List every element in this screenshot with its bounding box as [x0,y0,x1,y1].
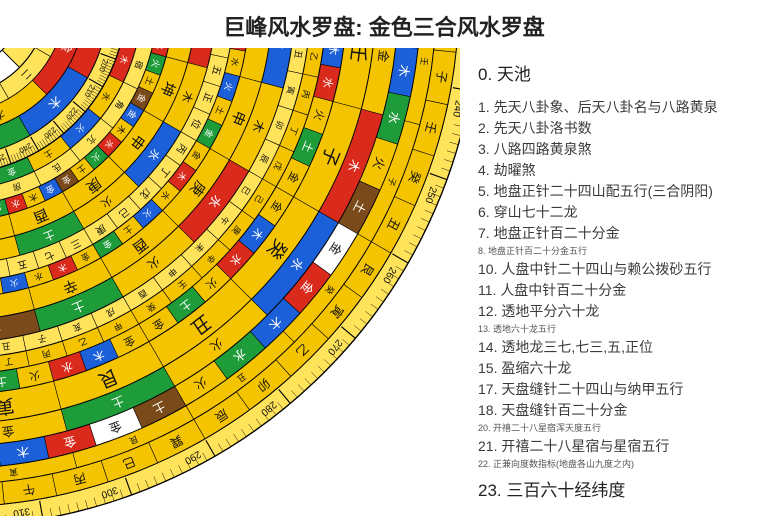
svg-text:金: 金 [375,49,391,63]
page-title: 巨峰风水罗盘: 金色三合风水罗盘 [0,0,768,48]
legend-item: 20. 开禧二十八星宿浑天度五行 [478,423,758,434]
legend-item: 14. 透地龙三七,七三,五,正位 [478,339,758,357]
legend-item: 12. 透地平分六十龙 [478,303,758,321]
svg-text:寅: 寅 [0,394,16,418]
svg-text:子: 子 [433,70,449,84]
svg-text:土: 土 [0,374,8,388]
legend-item: 22. 正兼向度数指标(地盘各山九度之内) [478,459,758,470]
svg-text:金: 金 [1,423,15,439]
legend-item: 11. 人盘中针百二十分金 [478,282,758,300]
legend-item: 1. 先天八卦象、后天八卦名与八路黄泉 [478,99,758,117]
legend-item: 15. 盈缩六十龙 [478,360,758,378]
ring-legend-list: 0. 天池 1. 先天八卦象、后天八卦名与八路黄泉 2. 先天八卦洛书数 3. 八路四… [460,48,768,516]
legend-item: 21. 开禧二十八星宿与星宿五行 [478,438,758,456]
legend-item: 17. 天盘缝针二十四山与纳甲五行 [478,381,758,399]
svg-text:木: 木 [16,444,30,460]
legend-item: 5. 地盘正针二十四山配五行(三合阴阳) [478,183,758,201]
legend-item: 2. 先天八卦洛书数 [478,120,758,138]
legend-item: 23. 三百六十经纬度 [478,480,758,501]
legend-item: 7. 地盘正针百二十分金 [478,225,758,243]
svg-text:木: 木 [396,64,412,78]
fengshui-compass: 230240250260270280290300310320甲子壬癸丑艮寅乙卯辰… [0,48,460,516]
legend-item: 10. 人盘中针二十四山与赖公拨砂五行 [478,261,758,279]
legend-item: 6. 穿山七十二龙 [478,204,758,222]
legend-item: 0. 天池 [478,64,758,85]
main-layout: 230240250260270280290300310320甲子壬癸丑艮寅乙卯辰… [0,48,768,516]
legend-item: 4. 劫曜煞 [478,162,758,180]
legend-item: 13. 透地六十龙五行 [478,324,758,335]
legend-item: 8. 地盘正针百二十分金五行 [478,246,758,257]
svg-text:寅: 寅 [8,467,18,479]
compass-container: 230240250260270280290300310320甲子壬癸丑艮寅乙卯辰… [0,48,460,516]
legend-item: 18. 天盘缝针百二十分金 [478,402,758,420]
legend-item: 3. 八路四路黄泉煞 [478,141,758,159]
svg-text:午: 午 [22,481,36,497]
svg-text:壬: 壬 [419,57,430,67]
